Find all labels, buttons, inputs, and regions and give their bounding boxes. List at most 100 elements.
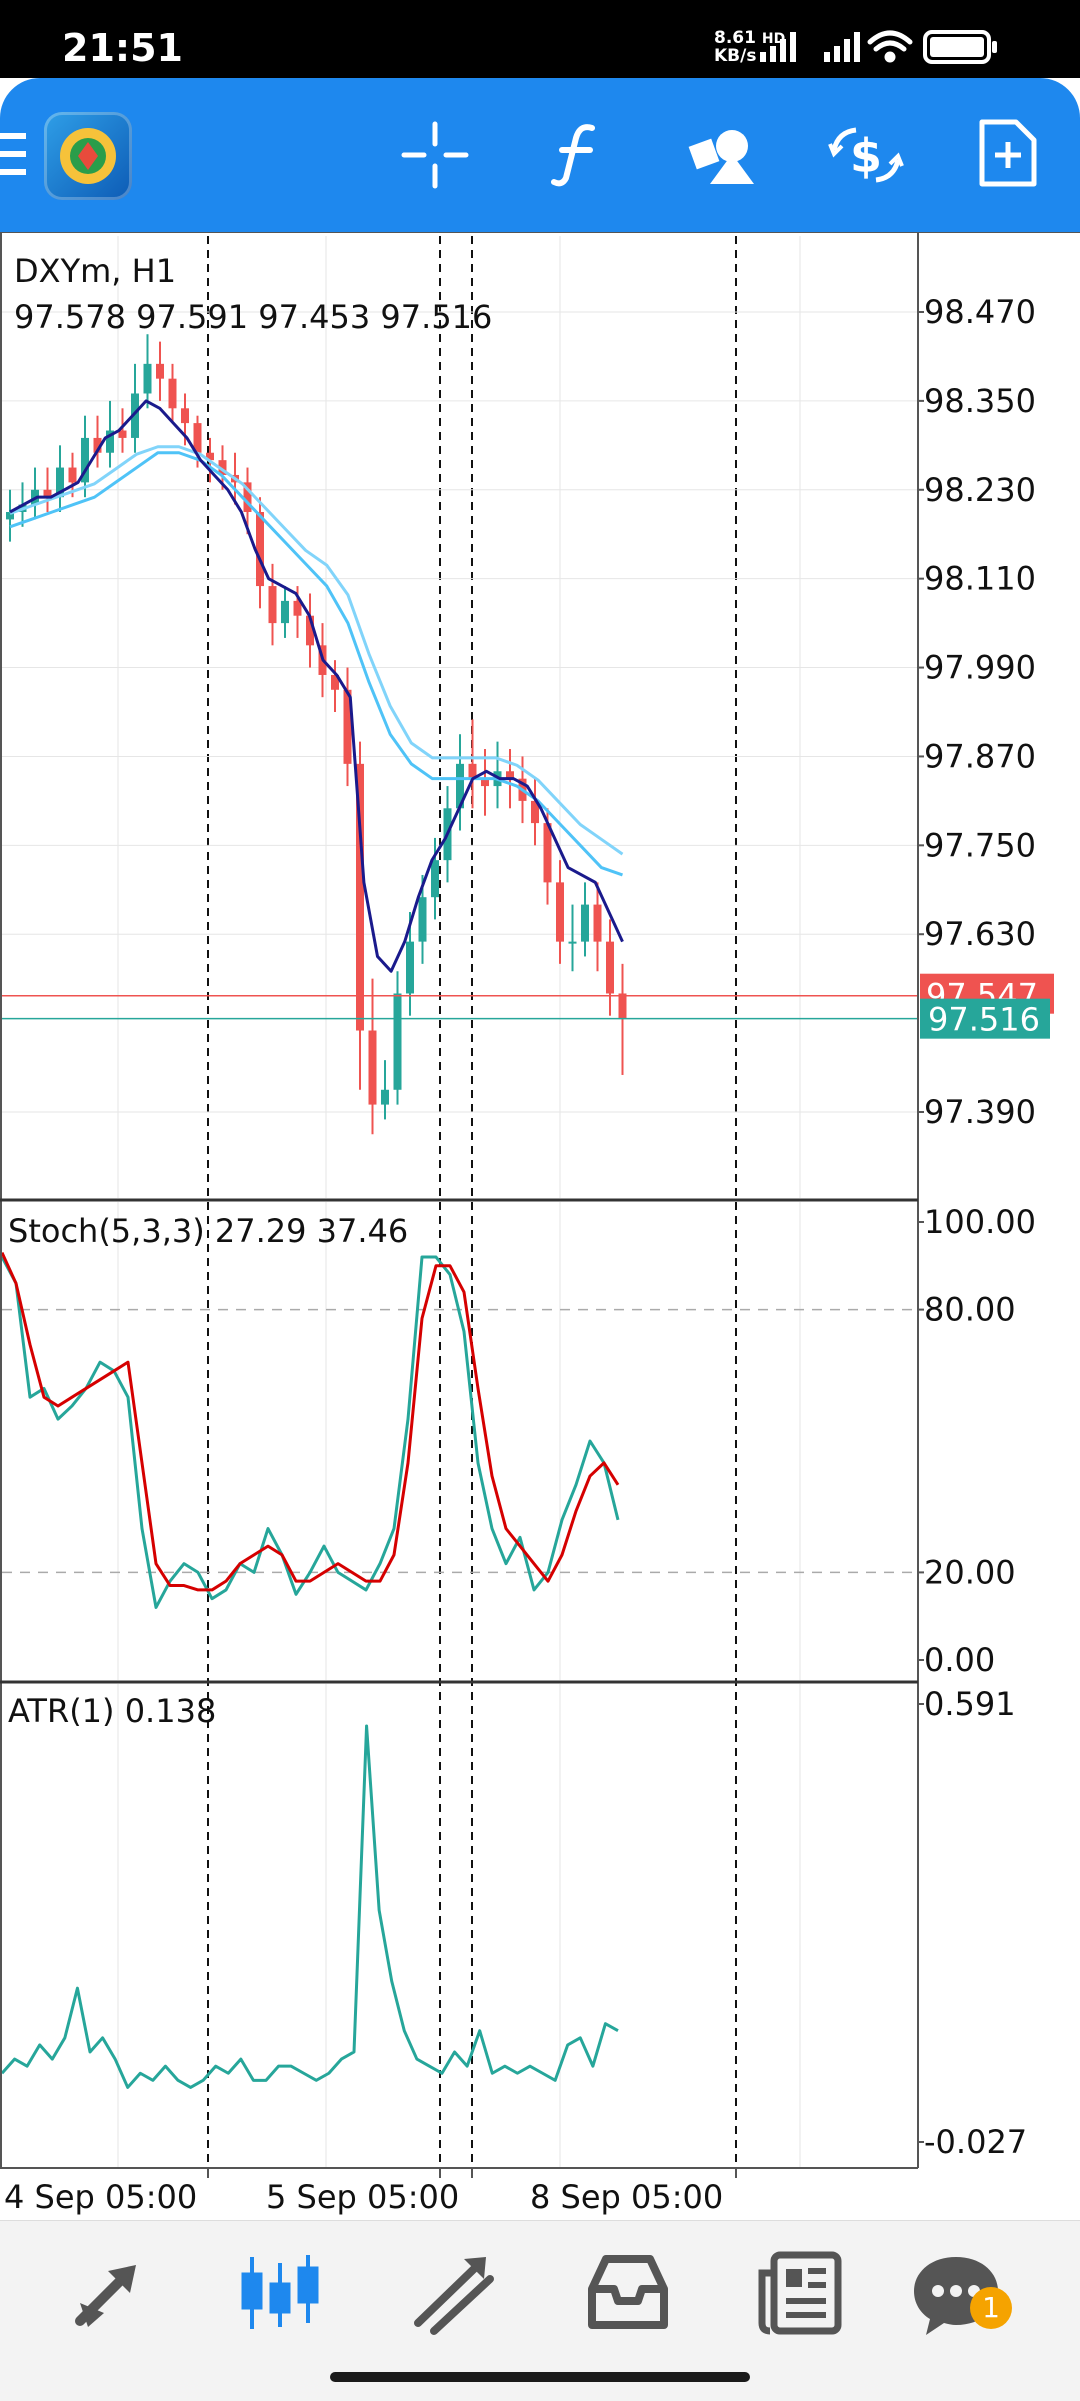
candle-body bbox=[156, 363, 164, 379]
candle-body bbox=[556, 882, 564, 942]
candle-body bbox=[281, 600, 289, 624]
candle-body bbox=[381, 1089, 389, 1105]
crosshair-icon[interactable] bbox=[400, 120, 470, 190]
stoch-axis-label: 80.00 bbox=[924, 1291, 1016, 1329]
candle-body bbox=[406, 941, 414, 994]
chart-canvas[interactable]: 98.470 98.350 98.230 98.110 97.990 97.870 97.7… bbox=[0, 232, 1080, 2220]
status-icons bbox=[760, 26, 1060, 70]
svg-text:$: $ bbox=[850, 129, 882, 183]
stoch-axis-label: 20.00 bbox=[924, 1553, 1016, 1591]
bid-price-label: 97.516 bbox=[928, 1001, 1040, 1039]
stoch-axis-label: 100.00 bbox=[924, 1203, 1036, 1241]
price-axis-label: 97.870 bbox=[924, 737, 1036, 775]
candle-body bbox=[431, 860, 439, 898]
candle-body bbox=[56, 467, 64, 498]
candle-body bbox=[331, 674, 339, 690]
candle-body bbox=[218, 460, 227, 475]
candle-body bbox=[43, 489, 52, 498]
news-icon[interactable] bbox=[752, 2243, 852, 2343]
objects-icon[interactable] bbox=[688, 120, 758, 190]
bottom-nav bbox=[0, 2220, 1080, 2401]
chart-area[interactable]: 98.470 98.350 98.230 98.110 97.990 97.870 97.7… bbox=[0, 232, 1080, 2220]
function-icon[interactable] bbox=[548, 120, 608, 190]
ma-fast-line bbox=[9, 399, 624, 973]
candle-body bbox=[543, 823, 552, 883]
candle-body bbox=[343, 689, 352, 764]
signal-2-icon bbox=[824, 32, 860, 62]
candle-body bbox=[531, 800, 539, 824]
chart-icon[interactable] bbox=[230, 2243, 330, 2343]
history-icon[interactable] bbox=[578, 2243, 678, 2343]
candle-body bbox=[93, 437, 102, 453]
time-axis-label: 5 Sep 05:00 bbox=[266, 2178, 459, 2216]
network-speed: 8.61 HD KB/s bbox=[714, 30, 785, 65]
wifi-icon bbox=[867, 30, 913, 63]
symbol-label: DXYm, H1 bbox=[14, 252, 177, 290]
ma-slow-1-line bbox=[9, 445, 624, 856]
network-speed-unit: KB/s bbox=[714, 46, 757, 66]
candle-body bbox=[568, 941, 577, 944]
app-logo-icon bbox=[60, 128, 116, 184]
quotes-icon[interactable] bbox=[58, 2243, 158, 2343]
trade-nav-icon[interactable] bbox=[404, 2243, 504, 2343]
candle-body bbox=[393, 993, 402, 1090]
stoch-signal-line bbox=[0, 1252, 620, 1592]
candle-body bbox=[168, 378, 177, 409]
stoch-axis-label: 0.00 bbox=[924, 1641, 995, 1679]
bid-price-tag bbox=[920, 998, 1050, 1039]
candle-body bbox=[6, 512, 14, 520]
stoch-main-line bbox=[0, 1255, 620, 1609]
time-axis-label: 4 Sep 05:00 bbox=[4, 2178, 197, 2216]
app-logo[interactable] bbox=[44, 112, 132, 200]
price-axis-label: 97.390 bbox=[924, 1093, 1036, 1131]
trade-icon[interactable]: $ bbox=[826, 120, 906, 190]
price-axis-label: 97.990 bbox=[924, 649, 1036, 687]
signal-battery-icons bbox=[760, 30, 997, 64]
candle-body bbox=[293, 600, 302, 616]
price-axis-label: 98.350 bbox=[924, 382, 1036, 420]
candle-body bbox=[81, 437, 89, 483]
candle-body bbox=[131, 393, 139, 438]
candle-body bbox=[468, 763, 477, 779]
battery-icon bbox=[923, 30, 997, 64]
status-time: 21:51 bbox=[62, 26, 183, 70]
candle-body bbox=[456, 763, 464, 809]
candle-body bbox=[256, 512, 264, 587]
candle-body bbox=[68, 467, 77, 483]
price-axis-label: 98.110 bbox=[924, 560, 1036, 598]
candle-body bbox=[118, 430, 127, 438]
ma-slow-2-line bbox=[9, 451, 623, 877]
candle-body bbox=[481, 778, 489, 787]
candle-body bbox=[356, 763, 364, 1031]
price-axis-label: 97.750 bbox=[924, 826, 1036, 864]
home-indicator[interactable] bbox=[330, 2372, 750, 2382]
candle-body bbox=[606, 941, 614, 994]
atr-axis-label: -0.027 bbox=[924, 2123, 1027, 2161]
toolbar: $ bbox=[0, 78, 1080, 232]
candle-body bbox=[618, 993, 627, 1019]
network-speed-value: 8.61 bbox=[714, 28, 756, 48]
candle-body bbox=[418, 897, 427, 942]
candle-body bbox=[368, 1030, 377, 1105]
menu-icon[interactable] bbox=[0, 130, 30, 180]
price-axis-label: 98.230 bbox=[924, 471, 1036, 509]
status-bar: 21:51 8.61 HD KB/s bbox=[0, 0, 1080, 78]
stoch-label: Stoch(5,3,3) 27.29 37.46 bbox=[8, 1212, 409, 1250]
candle-body bbox=[593, 904, 602, 942]
candle-body bbox=[106, 430, 114, 453]
candle-body bbox=[506, 771, 514, 779]
price-axis-label: 98.470 bbox=[924, 293, 1036, 331]
atr-label: ATR(1) 0.138 bbox=[8, 1692, 217, 1730]
candle-body bbox=[581, 904, 589, 942]
atr-axis-label: 0.591 bbox=[924, 1685, 1016, 1723]
atr-line bbox=[0, 1724, 619, 2089]
ohlc-label: 97.578 97.591 97.453 97.516 bbox=[14, 298, 493, 336]
time-axis-label: 8 Sep 05:00 bbox=[530, 2178, 723, 2216]
candle-body bbox=[206, 452, 214, 461]
new-order-icon[interactable] bbox=[976, 118, 1040, 188]
candle-body bbox=[268, 586, 277, 624]
candle-body bbox=[143, 363, 152, 394]
candle-body bbox=[193, 423, 202, 453]
candle-body bbox=[181, 408, 189, 424]
price-axis-label: 97.630 bbox=[924, 915, 1036, 953]
